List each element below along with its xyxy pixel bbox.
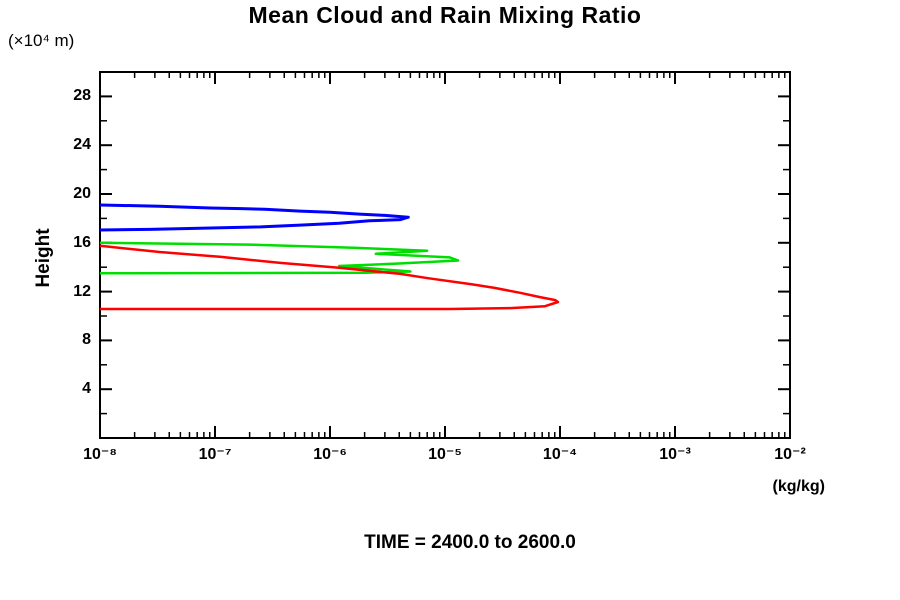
y-tick-label: 28	[73, 87, 91, 105]
y-tick-label: 12	[73, 282, 91, 300]
chart-title: Mean Cloud and Rain Mixing Ratio	[248, 2, 642, 28]
y-tick-label: 16	[73, 233, 91, 251]
x-tick-label: 10⁻²	[774, 446, 806, 463]
x-tick-label: 10⁻⁶	[313, 446, 347, 463]
series-red-profile	[99, 244, 560, 311]
series-blue-profile	[99, 203, 410, 232]
x-tick-label: 10⁻⁴	[542, 446, 578, 463]
y-tick-label: 8	[82, 331, 91, 349]
x-tick-label: 10⁻⁸	[83, 446, 117, 463]
time-range-label: TIME = 2400.0 to 2600.0	[364, 532, 576, 553]
x-tick-label: 10⁻³	[659, 446, 691, 463]
y-axis-unit-label: (×10⁴ m)	[8, 31, 75, 50]
series-green-profile	[99, 241, 460, 275]
y-tick-label: 20	[73, 185, 91, 202]
x-axis-unit-label: (kg/kg)	[772, 478, 825, 495]
y-tick-label: 24	[73, 136, 91, 154]
x-tick-label: 10⁻⁷	[198, 446, 232, 463]
y-tick-label: 4	[82, 380, 91, 398]
x-tick-label: 10⁻⁵	[428, 446, 462, 463]
